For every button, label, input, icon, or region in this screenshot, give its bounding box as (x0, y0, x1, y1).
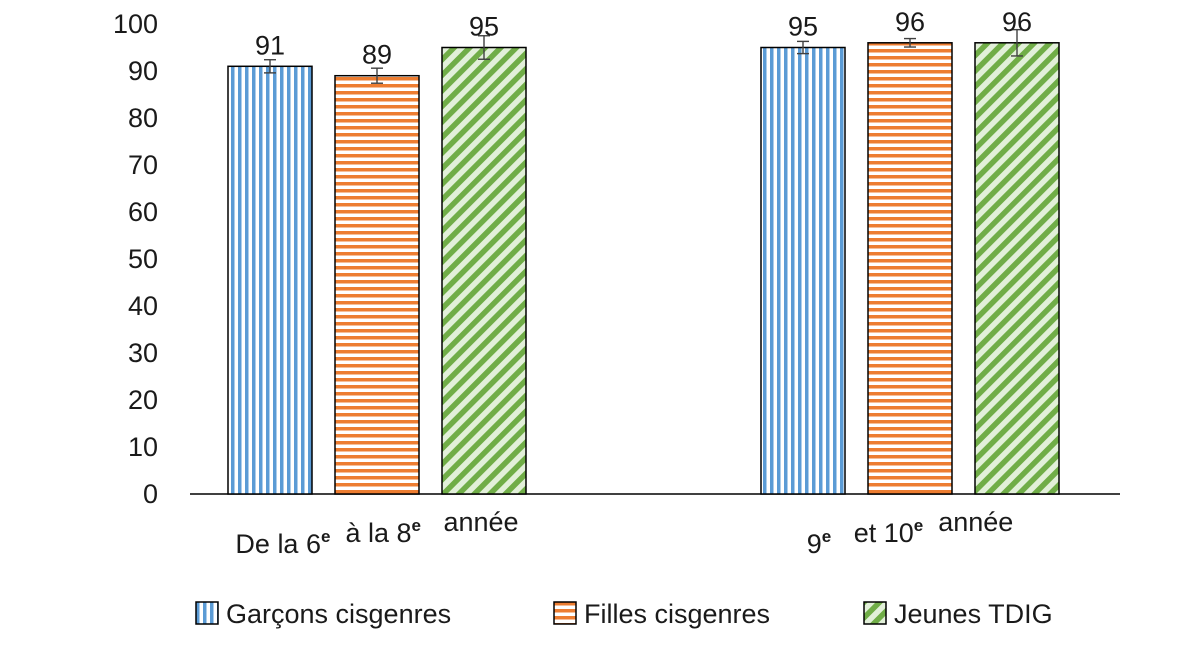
y-tick-label: 80 (128, 103, 158, 133)
y-tick-label: 10 (128, 432, 158, 462)
y-tick-label: 100 (113, 9, 158, 39)
bar (867, 42, 953, 495)
data-label: 96 (895, 7, 925, 37)
legend-swatch (863, 601, 887, 625)
category-label-part: année (421, 507, 519, 537)
category-label-superscript: e (914, 516, 923, 535)
y-tick-label: 90 (128, 56, 158, 86)
legend-item: Filles cisgenres (553, 599, 770, 629)
axis-layer: 0 10 20 30 40 50 60 70 80 90 100 (113, 9, 1120, 509)
bar (334, 74, 420, 495)
category-label: De la 6e à la 8e année (235, 507, 518, 559)
category-label-part: année (923, 507, 1013, 537)
bar (760, 46, 846, 495)
data-label: 95 (788, 12, 818, 42)
legend-label: Garçons cisgenres (226, 599, 451, 629)
error-bar (371, 67, 383, 84)
error-bar (1011, 28, 1023, 57)
error-bar (264, 59, 276, 74)
error-bars-layer (264, 28, 1023, 84)
category-label-part: 9 (807, 529, 822, 559)
error-bar (478, 35, 490, 60)
y-tick-label: 70 (128, 150, 158, 180)
error-bar (904, 37, 916, 48)
legend-swatch (553, 601, 577, 625)
legend-item: Garçons cisgenres (195, 599, 451, 629)
bar (974, 42, 1060, 495)
category-label-part: à la 8 (330, 518, 411, 548)
legend-item: Jeunes TDIG (863, 599, 1053, 629)
y-tick-label: 50 (128, 244, 158, 274)
y-tick-label: 0 (143, 479, 158, 509)
data-labels-layer: 91 95 89 96 95 96 (255, 7, 1032, 70)
data-label: 96 (1002, 7, 1032, 37)
y-tick-label: 60 (128, 197, 158, 227)
y-tick-label: 40 (128, 291, 158, 321)
category-label-superscript: e (412, 516, 421, 535)
category-label-part: et 10 (831, 518, 914, 548)
category-label-superscript: e (321, 527, 330, 546)
category-label-part: De la 6 (235, 529, 321, 559)
error-bar (797, 40, 809, 55)
legend: Garçons cisgenres Filles cisgenres Jeunes … (195, 599, 1053, 629)
legend-swatch (195, 601, 219, 625)
legend-label: Filles cisgenres (584, 599, 770, 629)
bar (227, 65, 313, 495)
category-label-superscript: e (822, 527, 831, 546)
data-label: 91 (255, 30, 285, 60)
bars-layer (227, 42, 1060, 495)
legend-label: Jeunes TDIG (894, 599, 1053, 629)
data-label: 89 (362, 40, 392, 70)
y-tick-label: 30 (128, 338, 158, 368)
y-tick-label: 20 (128, 385, 158, 415)
data-label: 95 (469, 12, 499, 42)
bar (441, 46, 527, 495)
category-label: 9e et 10e année (807, 507, 1014, 559)
